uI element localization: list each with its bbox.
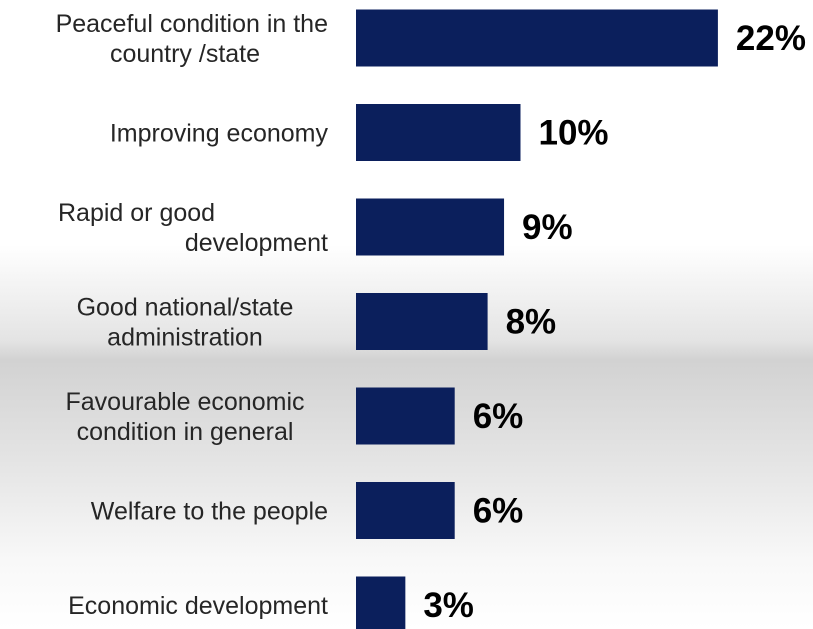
bar-3 [356, 293, 488, 350]
value-label-2: 9% [522, 208, 573, 247]
value-label-1: 10% [539, 114, 609, 153]
bar-5 [356, 482, 455, 539]
category-label-5-line-0: Welfare to the people [91, 498, 328, 526]
value-label-0: 22% [736, 19, 806, 58]
value-label-3: 8% [506, 303, 557, 342]
category-label-4-line-0: Favourable economic [65, 388, 304, 416]
bar-1 [356, 104, 521, 161]
bar-0 [356, 9, 718, 67]
category-label-0-line-1: country /state [110, 40, 260, 68]
value-label-6: 3% [423, 586, 474, 625]
category-label-6-line-0: Economic development [68, 592, 328, 620]
category-label-4-line-1: condition in general [77, 418, 294, 446]
bar-6 [356, 576, 406, 629]
category-label-2-line-1: development [185, 229, 328, 257]
value-label-4: 6% [473, 397, 524, 436]
category-label-2-line-0: Rapid or good [58, 199, 215, 227]
value-label-5: 6% [473, 492, 524, 531]
category-label-1-line-0: Improving economy [110, 120, 329, 148]
category-label-3-line-1: administration [107, 324, 263, 352]
category-label-0-line-0: Peaceful condition in the [56, 10, 328, 38]
bar-2 [356, 198, 505, 256]
category-label-3-line-0: Good national/state [77, 294, 294, 322]
bar-4 [356, 387, 455, 445]
